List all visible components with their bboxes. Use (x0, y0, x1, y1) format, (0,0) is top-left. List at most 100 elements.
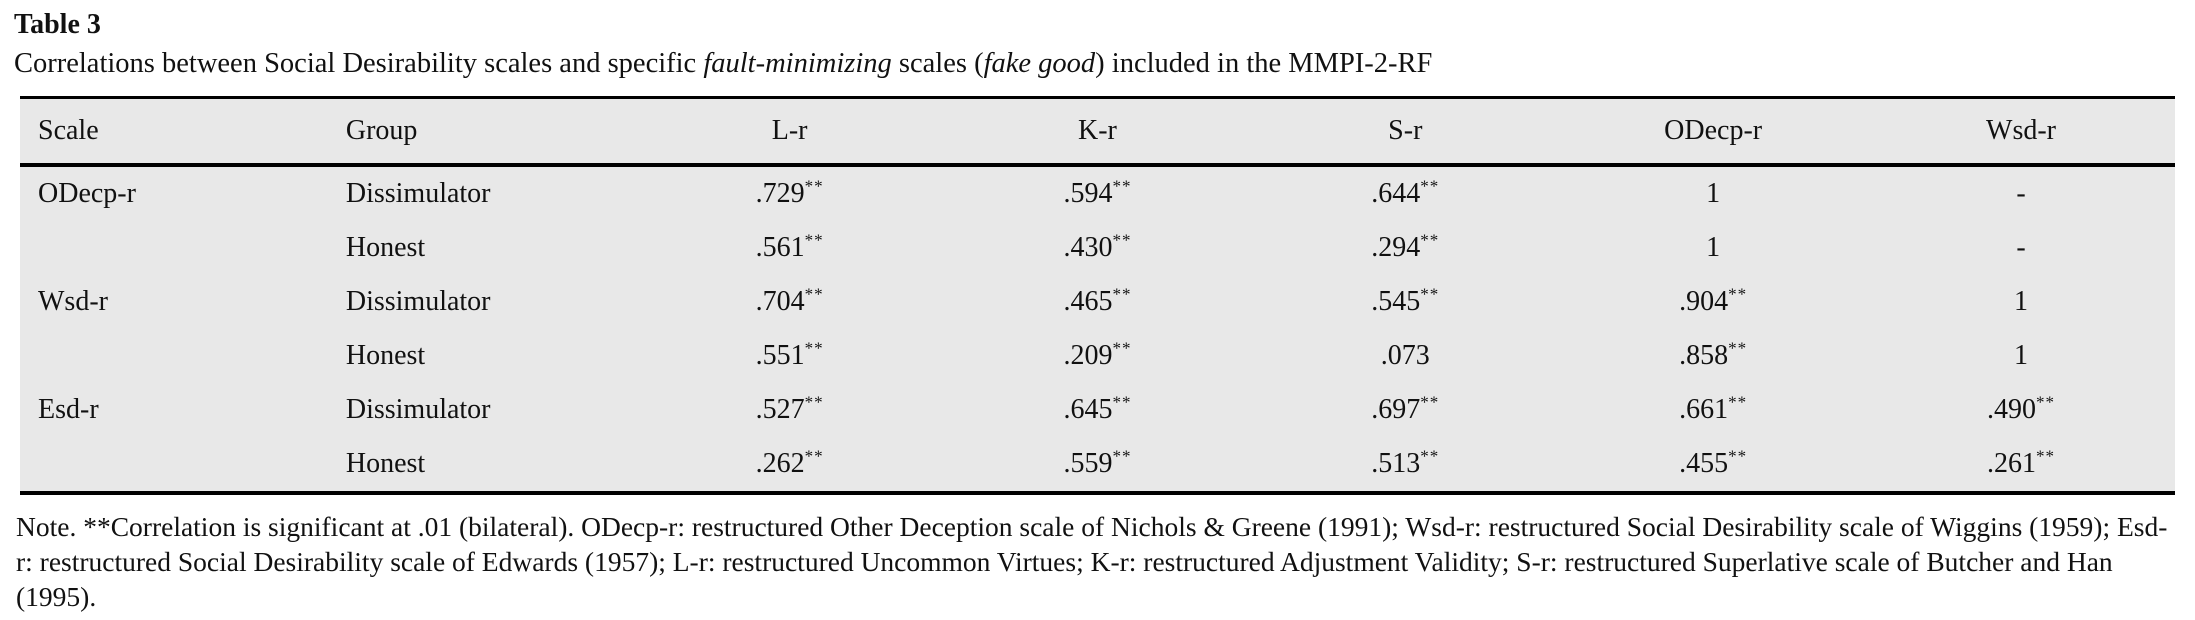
value-text: .209 (1063, 339, 1113, 371)
cell-value: .294** (1251, 221, 1559, 275)
significance-marker: ** (1728, 338, 1748, 358)
column-header-odecp-r: ODecp-r (1559, 97, 1868, 167)
value-text: .430 (1063, 231, 1113, 263)
table-row: ODecp-r Dissimulator .729** .594** .644*… (20, 165, 2175, 221)
value-text: - (2016, 177, 2026, 209)
cell-value: 1 (1559, 221, 1867, 275)
value-text: .661 (1679, 393, 1729, 425)
caption-italic-fake-good: fake good (983, 47, 1096, 79)
significance-marker: ** (2036, 392, 2056, 412)
cell-value: .490** (1867, 383, 2175, 437)
value-text: .561 (755, 231, 805, 263)
value-text: .294 (1371, 231, 1421, 263)
value-text: 1 (2014, 285, 2029, 317)
value-text: 1 (1706, 177, 1721, 209)
value-text: .559 (1063, 447, 1113, 479)
cell-value: .661** (1559, 383, 1867, 437)
significance-marker: ** (1728, 446, 1748, 466)
cell-value: .513** (1251, 437, 1559, 493)
cell-value: .545** (1251, 275, 1559, 329)
column-header-group: Group (327, 97, 636, 167)
cell-group: Dissimulator (345, 393, 491, 425)
cell-value: .430** (944, 221, 1252, 275)
value-text: .073 (1380, 339, 1430, 371)
significance-marker: ** (804, 338, 824, 358)
cell-group: Dissimulator (345, 285, 491, 317)
value-text: .594 (1063, 177, 1113, 209)
cell-group: Honest (345, 447, 426, 479)
cell-value: - (1867, 165, 2175, 221)
value-text: .697 (1371, 393, 1421, 425)
significance-marker: ** (1420, 230, 1440, 250)
value-text: - (2016, 231, 2026, 263)
cell-value: .455** (1559, 437, 1867, 493)
significance-marker: ** (804, 284, 824, 304)
significance-marker: ** (1112, 392, 1132, 412)
significance-marker: ** (1728, 284, 1748, 304)
cell-value: .261** (1867, 437, 2175, 493)
cell-value: .704** (636, 275, 944, 329)
cell-value: - (1867, 221, 2175, 275)
caption-text: scales ( (891, 47, 984, 79)
significance-marker: ** (804, 392, 824, 412)
cell-scale (20, 437, 328, 493)
significance-marker: ** (2036, 446, 2056, 466)
cell-value: .594** (944, 165, 1252, 221)
table-row: Wsd-r Dissimulator .704** .465** .545** … (20, 275, 2175, 329)
cell-value: .645** (944, 383, 1252, 437)
cell-value: .904** (1559, 275, 1867, 329)
cell-value: 1 (1559, 165, 1867, 221)
table-body: ODecp-r Dissimulator .729** .594** .644*… (20, 165, 2175, 493)
value-text: .545 (1371, 285, 1421, 317)
significance-marker: ** (1420, 392, 1440, 412)
value-text: .729 (755, 177, 805, 209)
column-header-l-r: L-r (635, 97, 944, 167)
cell-value: .729** (636, 165, 944, 221)
cell-scale: Esd-r (38, 393, 99, 425)
cell-scale: ODecp-r (38, 177, 136, 209)
table-row: Honest .551** .209** .073 .858** 1 (20, 329, 2175, 383)
value-text: .262 (755, 447, 805, 479)
cell-value: .697** (1251, 383, 1559, 437)
cell-value: .551** (636, 329, 944, 383)
caption-text: ) included in the MMPI-2-RF (1095, 47, 1433, 79)
cell-value: .561** (636, 221, 944, 275)
value-text: 1 (2014, 339, 2029, 371)
significance-marker: ** (1420, 176, 1440, 196)
cell-value: .858** (1559, 329, 1867, 383)
column-header-s-r: S-r (1251, 97, 1560, 167)
value-text: .490 (1987, 393, 2037, 425)
column-header-wsd-r: Wsd-r (1867, 97, 2175, 167)
cell-group: Honest (345, 339, 426, 371)
cell-group: Honest (345, 231, 426, 263)
value-text: .704 (755, 285, 805, 317)
caption-italic-fault-minimizing: fault-minimizing (703, 47, 892, 79)
value-text: .551 (755, 339, 805, 371)
significance-marker: ** (1112, 176, 1132, 196)
column-header-scale: Scale (20, 97, 328, 167)
correlations-table: Scale Group L-r K-r S-r ODecp-r Wsd-r OD… (20, 95, 2175, 495)
significance-marker: ** (1420, 284, 1440, 304)
table-row: Honest .262** .559** .513** .455** .261*… (20, 437, 2175, 493)
cell-scale: Wsd-r (38, 285, 108, 317)
significance-marker: ** (1728, 392, 1748, 412)
caption-text: Correlations between Social Desirability… (14, 47, 704, 79)
value-text: .513 (1371, 447, 1421, 479)
cell-value: 1 (1867, 275, 2175, 329)
significance-marker: ** (804, 176, 824, 196)
significance-marker: ** (1420, 446, 1440, 466)
cell-value: .209** (944, 329, 1252, 383)
table-row: Honest .561** .430** .294** 1 - (20, 221, 2175, 275)
significance-marker: ** (804, 230, 824, 250)
cell-group: Dissimulator (345, 177, 491, 209)
cell-scale (20, 221, 328, 275)
value-text: .261 (1987, 447, 2037, 479)
cell-value: 1 (1867, 329, 2175, 383)
significance-marker: ** (1112, 446, 1132, 466)
column-header-k-r: K-r (943, 97, 1252, 167)
cell-value: .262** (636, 437, 944, 493)
cell-value: .559** (944, 437, 1252, 493)
value-text: 1 (1706, 231, 1721, 263)
significance-marker: ** (1112, 230, 1132, 250)
